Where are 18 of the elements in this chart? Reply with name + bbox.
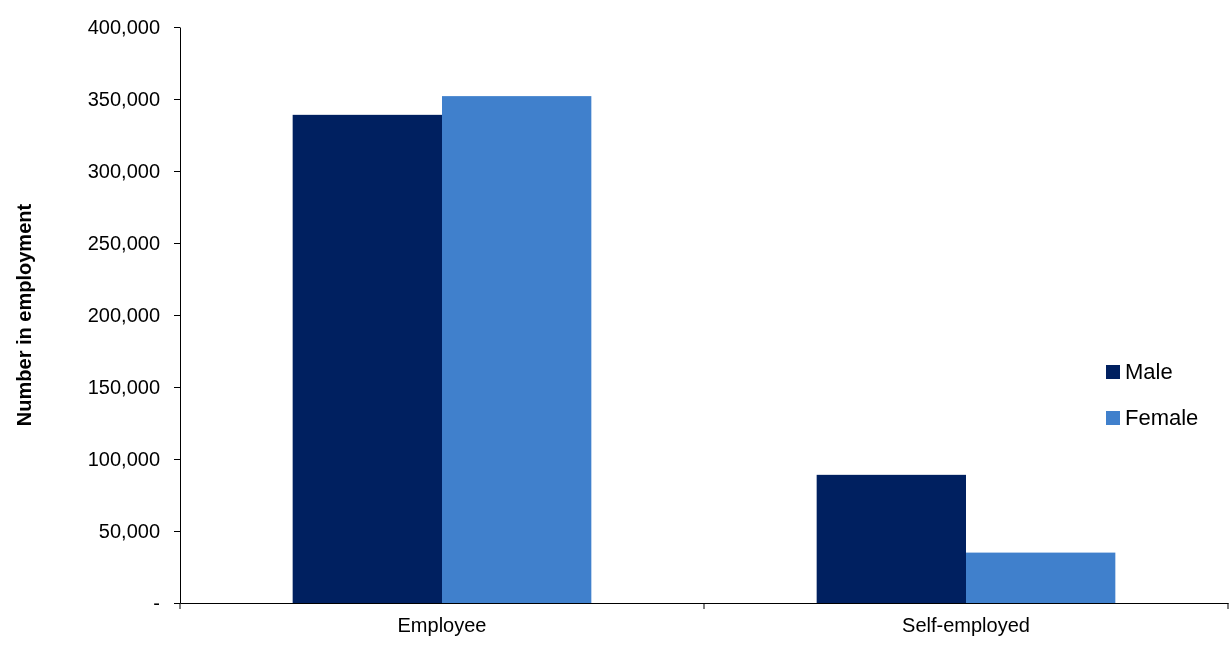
y-tick-label: - [153, 591, 160, 614]
bar [816, 474, 966, 603]
y-tick-label: 350,000 [87, 87, 160, 110]
x-tick-label: Self-employed [902, 614, 1030, 636]
bar [292, 114, 442, 603]
legend-label: Female [1125, 405, 1199, 430]
bar [442, 96, 592, 603]
bar [966, 552, 1116, 603]
x-tick-label: Employee [397, 614, 487, 636]
y-tick-label: 50,000 [98, 519, 160, 542]
y-tick-label: 150,000 [87, 375, 160, 398]
y-tick-label: 200,000 [87, 303, 160, 326]
y-axis-title: Number in employment [13, 203, 35, 427]
y-tick-label: 250,000 [87, 231, 160, 254]
legend-label: Male [1125, 359, 1173, 384]
y-tick-label: 300,000 [87, 159, 160, 182]
y-tick-label: 100,000 [87, 447, 160, 470]
y-tick-label: 400,000 [87, 15, 160, 38]
